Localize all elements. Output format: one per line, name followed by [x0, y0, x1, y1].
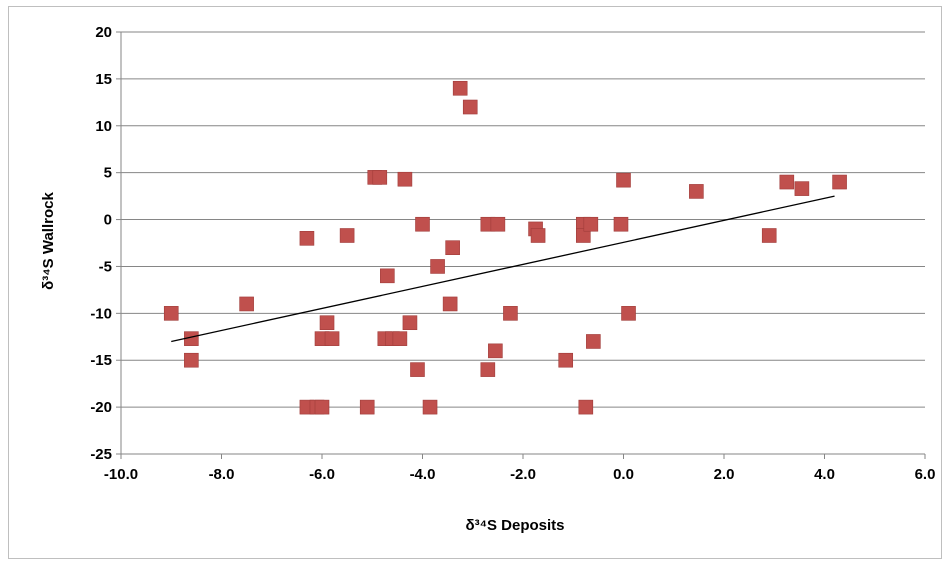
y-tick-label: -10: [90, 305, 112, 322]
data-point: [503, 306, 518, 321]
y-tick-label: -25: [90, 446, 112, 463]
data-point: [184, 352, 199, 368]
data-point: [575, 228, 591, 243]
data-point: [480, 362, 496, 377]
x-tick-label: 2.0: [714, 466, 735, 483]
data-point: [314, 399, 330, 415]
data-point: [392, 331, 408, 346]
y-tick-labels: -25 -20 -15 -10 -5 0 5 10 15 20: [90, 24, 121, 463]
y-tick-label: -20: [90, 399, 112, 416]
x-tick-label: -10.0: [104, 466, 138, 483]
chart-frame: -25 -20 -15 -10 -5 0 5 10 15 20 -10.0 -8.0 -6.0 -4.0…: [8, 6, 942, 559]
data-point: [359, 399, 375, 415]
data-point: [490, 216, 506, 232]
data-point: [319, 315, 335, 331]
scatter-chart: -25 -20 -15 -10 -5 0 5 10 15 20 -10.0 -8.0 -6.0 -4.0…: [40, 24, 936, 534]
data-point: [442, 296, 458, 312]
data-point: [586, 334, 601, 349]
x-tick-labels: -10.0 -8.0 -6.0 -4.0 -2.0 0.0 2.0 4.0 6.0: [104, 454, 936, 483]
y-tick-label: 5: [104, 165, 112, 182]
x-tick-label: -6.0: [309, 466, 335, 483]
data-point: [299, 231, 315, 246]
data-point: [410, 362, 425, 377]
data-point: [761, 228, 777, 243]
y-tick-label: 20: [95, 24, 112, 41]
data-point: [616, 172, 631, 188]
x-tick-label: 6.0: [915, 466, 936, 483]
data-point: [397, 171, 413, 187]
data-point: [583, 216, 599, 232]
data-point: [832, 174, 847, 190]
x-tick-label: -2.0: [510, 466, 536, 483]
data-point: [324, 331, 340, 346]
data-point: [578, 399, 594, 415]
data-point: [613, 216, 629, 232]
data-point: [402, 315, 418, 331]
data-point: [530, 228, 546, 243]
data-point: [779, 174, 795, 190]
x-tick-label: -8.0: [209, 466, 235, 483]
data-point: [452, 80, 468, 96]
data-point: [621, 306, 636, 321]
x-tick-label: -4.0: [410, 466, 436, 483]
y-tick-label: 10: [95, 118, 112, 135]
data-point: [163, 306, 179, 321]
data-point: [415, 216, 430, 232]
gridlines: [121, 31, 925, 408]
data-point: [239, 296, 254, 312]
x-tick-label: 0.0: [613, 466, 634, 483]
trendline: [171, 195, 835, 343]
data-point: [488, 343, 503, 359]
y-tick-label: -5: [99, 258, 112, 275]
data-point: [794, 181, 810, 196]
y-tick-label: 0: [104, 212, 112, 229]
data-point: [430, 259, 445, 274]
data-point: [445, 240, 460, 255]
data-point: [372, 170, 388, 185]
data-point: [339, 228, 355, 243]
data-points: [163, 80, 847, 415]
data-point: [689, 184, 704, 199]
data-point: [558, 352, 574, 368]
y-tick-label: 15: [95, 71, 112, 88]
y-tick-label: -15: [90, 352, 112, 369]
y-axis-title: δ³⁴S Wallrock: [40, 192, 57, 290]
x-axis-title: δ³⁴S Deposits: [465, 517, 564, 534]
x-tick-label: 4.0: [814, 466, 835, 483]
data-point: [462, 99, 478, 115]
data-point: [422, 399, 438, 415]
data-point: [380, 268, 395, 284]
